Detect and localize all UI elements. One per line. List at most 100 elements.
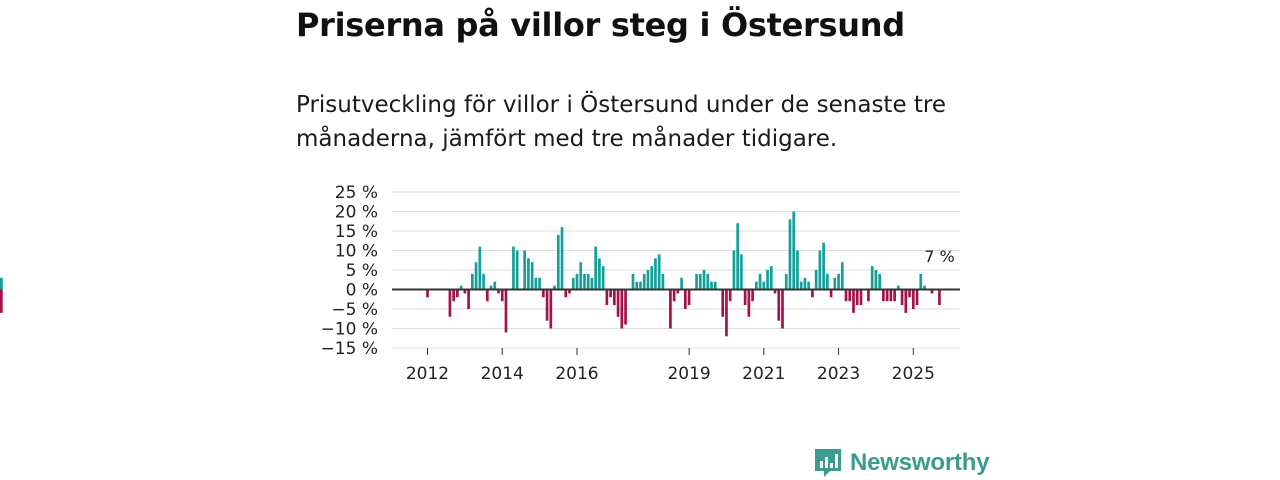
brand-logo: Newsworthy (814, 446, 990, 480)
bar (654, 258, 657, 290)
bar (489, 285, 493, 290)
y-tick-label: 15 % (335, 222, 378, 242)
y-tick-label: −10 % (321, 320, 378, 340)
bar (669, 289, 672, 329)
bar (889, 289, 893, 302)
bar (803, 277, 807, 290)
bar (467, 289, 470, 309)
y-tick-label: 0 % (346, 281, 378, 301)
bar (732, 250, 736, 290)
bar (545, 289, 549, 321)
bar (893, 289, 896, 302)
bar (713, 281, 717, 290)
grid-lines (392, 191, 960, 349)
bar (613, 289, 616, 306)
bar (900, 289, 904, 306)
x-tick-label: 2021 (742, 364, 785, 384)
bar (448, 289, 452, 317)
bar (515, 250, 519, 290)
bar (897, 285, 900, 290)
x-tick-label: 2012 (406, 364, 449, 384)
bar (590, 277, 594, 290)
bar (923, 285, 926, 290)
bar (485, 289, 489, 302)
bar (553, 285, 556, 290)
bar (500, 289, 504, 302)
bar (882, 289, 885, 302)
bar (639, 281, 642, 290)
bar (755, 281, 758, 290)
bar (878, 273, 881, 290)
bar (919, 273, 923, 290)
bar (631, 273, 635, 290)
bar (829, 289, 833, 298)
bar (478, 246, 482, 290)
bar (844, 289, 848, 302)
bar (598, 258, 601, 290)
bar (848, 289, 852, 302)
bar (822, 242, 825, 290)
bar (702, 270, 706, 290)
bar (792, 211, 796, 290)
chart-title: Priserna på villor steg i Östersund (296, 6, 905, 44)
bar (908, 289, 911, 298)
bar (930, 289, 934, 294)
bar (855, 289, 859, 306)
bar (698, 273, 702, 290)
bar (766, 270, 769, 290)
bar (642, 273, 646, 290)
bar (538, 277, 541, 290)
bar (493, 281, 497, 290)
bar (0, 277, 3, 290)
bar (534, 277, 538, 290)
y-tick-label: 10 % (335, 242, 378, 262)
bar (616, 289, 620, 317)
bar (728, 289, 732, 302)
bar (452, 289, 455, 302)
bar (542, 289, 545, 298)
bar (605, 289, 609, 306)
bar (463, 289, 467, 294)
bar-chart: −15 %−10 %−5 %0 %5 %10 %15 %20 %25 % 201… (0, 183, 960, 384)
bar (456, 289, 459, 298)
bar (904, 289, 908, 313)
bar (736, 223, 739, 290)
bar (601, 266, 605, 290)
bar (556, 234, 560, 290)
x-tick-label: 2025 (892, 364, 935, 384)
bar (826, 273, 829, 290)
bar (530, 262, 534, 290)
y-axis-tick-labels: −15 %−10 %−5 %0 %5 %10 %15 %20 %25 % (321, 183, 378, 359)
bar (751, 289, 754, 302)
bar (635, 281, 639, 290)
bar (758, 273, 762, 290)
bar (721, 289, 725, 317)
bar (788, 219, 792, 290)
bar (706, 273, 710, 290)
bar (549, 289, 553, 329)
bar (811, 289, 814, 298)
bar (840, 262, 844, 290)
bar (769, 266, 773, 290)
bar (676, 289, 680, 294)
bar (915, 289, 919, 306)
bar (620, 289, 624, 329)
bar (650, 266, 654, 290)
bar (661, 273, 665, 290)
bar (867, 289, 870, 302)
bar (747, 289, 751, 317)
y-tick-label: 5 % (346, 261, 378, 281)
bar (833, 277, 837, 290)
bar (762, 281, 766, 290)
bar (646, 270, 650, 290)
bar (874, 270, 878, 290)
bar (852, 289, 855, 313)
bar (743, 289, 747, 306)
bar (777, 289, 781, 321)
bar (773, 289, 777, 294)
bar (471, 273, 474, 290)
bar (695, 273, 698, 290)
bar (710, 281, 713, 290)
bar (482, 273, 485, 290)
y-tick-label: −5 % (331, 300, 378, 320)
